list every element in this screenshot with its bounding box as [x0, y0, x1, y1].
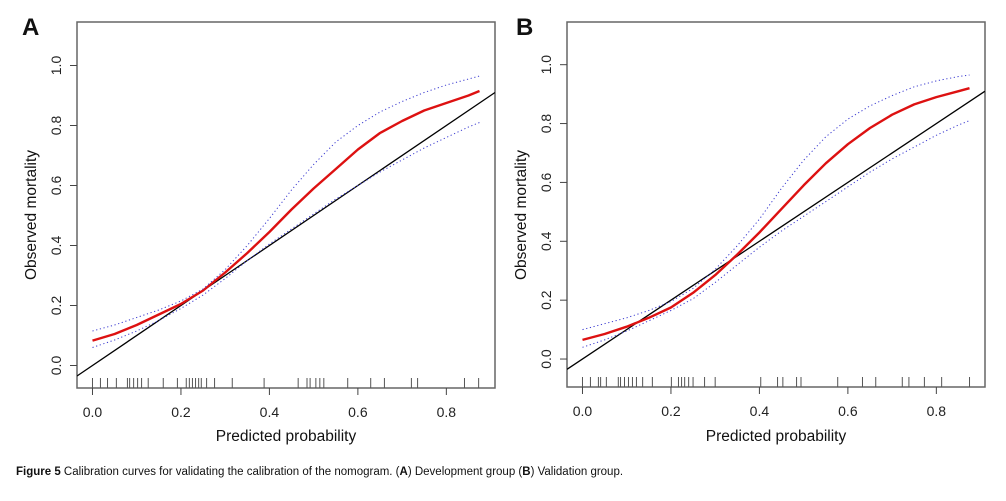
- x-axis-a: 0.0 0.2 0.4 0.6 0.8: [83, 388, 457, 420]
- x-tick-label: 0.2: [171, 404, 191, 420]
- panel-b: B 0.0 0.2 0.4 0.6 0.8 0.0 0.2 0.4 0.6 0.8 1.0 Pre…: [513, 14, 986, 445]
- x-axis-title-b: Predicted probability: [706, 428, 847, 445]
- y-tick-label: 0.4: [48, 236, 64, 256]
- y-tick-label: 1.0: [48, 56, 64, 76]
- plot-frame-a: [76, 21, 496, 389]
- x-tick-label: 0.2: [661, 403, 681, 419]
- panel-label-a: A: [22, 14, 39, 41]
- series-ideal-b: [567, 90, 985, 370]
- y-tick-label: 0.2: [48, 296, 64, 316]
- figure-caption: Figure 5 Calibration curves for validati…: [16, 466, 623, 478]
- y-tick-label: 0.6: [538, 172, 554, 192]
- y-tick-label: 0.2: [538, 290, 554, 310]
- plot-area-a: [77, 75, 495, 388]
- caption-panel-a: A: [399, 466, 408, 478]
- panel-a: A 0.0 0.2 0.4 0.6 0.8 0.0 0.2 0.4 0.6 0.8 1.0 Pre…: [22, 14, 496, 445]
- series-upper-ci-a: [92, 75, 480, 332]
- x-tick-label: 0.6: [348, 404, 368, 420]
- plot-area-b: [567, 74, 985, 387]
- y-tick-label: 0.0: [48, 356, 64, 376]
- y-tick-label: 1.0: [538, 55, 554, 75]
- y-tick-label: 0.8: [538, 114, 554, 134]
- y-tick-label: 0.6: [48, 176, 64, 196]
- plot-frame-b: [566, 21, 986, 388]
- series-lower-ci-b: [582, 120, 970, 348]
- caption-text-mid: ) Development group (: [407, 466, 523, 478]
- x-tick-label: 0.4: [260, 404, 280, 420]
- panel-label-b: B: [516, 14, 533, 41]
- y-tick-label: 0.8: [48, 116, 64, 136]
- x-axis-title-a: Predicted probability: [216, 428, 357, 445]
- caption-text-end: ) Validation group.: [530, 466, 624, 478]
- caption-panel-b: B: [522, 466, 531, 478]
- caption-text: Calibration curves for validating the ca…: [60, 466, 400, 478]
- series-upper-ci-b: [582, 74, 970, 331]
- x-tick-label: 0.6: [838, 403, 858, 419]
- caption-figure-number: Figure 5: [16, 466, 61, 478]
- series-ideal-a: [77, 91, 495, 377]
- y-axis-title-b: Observed mortality: [513, 150, 530, 280]
- x-tick-label: 0.8: [437, 404, 457, 420]
- y-axis-title-a: Observed mortality: [23, 150, 40, 280]
- y-axis-b: 0.0 0.2 0.4 0.6 0.8 1.0: [538, 55, 567, 369]
- y-tick-label: 0.4: [538, 231, 554, 251]
- series-calibration-a: [92, 89, 480, 342]
- x-tick-label: 0.0: [83, 404, 103, 420]
- series-lower-ci-a: [92, 122, 480, 348]
- x-tick-label: 0.8: [927, 403, 947, 419]
- calibration-figure: A 0.0 0.2 0.4 0.6 0.8 0.0 0.2 0.4 0.6 0.8 1.0 Pre…: [22, 14, 986, 445]
- x-tick-label: 0.0: [573, 403, 593, 419]
- x-tick-label: 0.4: [750, 403, 770, 419]
- x-axis-b: 0.0 0.2 0.4 0.6 0.8: [573, 387, 947, 419]
- y-tick-label: 0.0: [538, 349, 554, 369]
- y-axis-a: 0.0 0.2 0.4 0.6 0.8 1.0: [48, 56, 77, 376]
- series-calibration-b: [582, 87, 970, 342]
